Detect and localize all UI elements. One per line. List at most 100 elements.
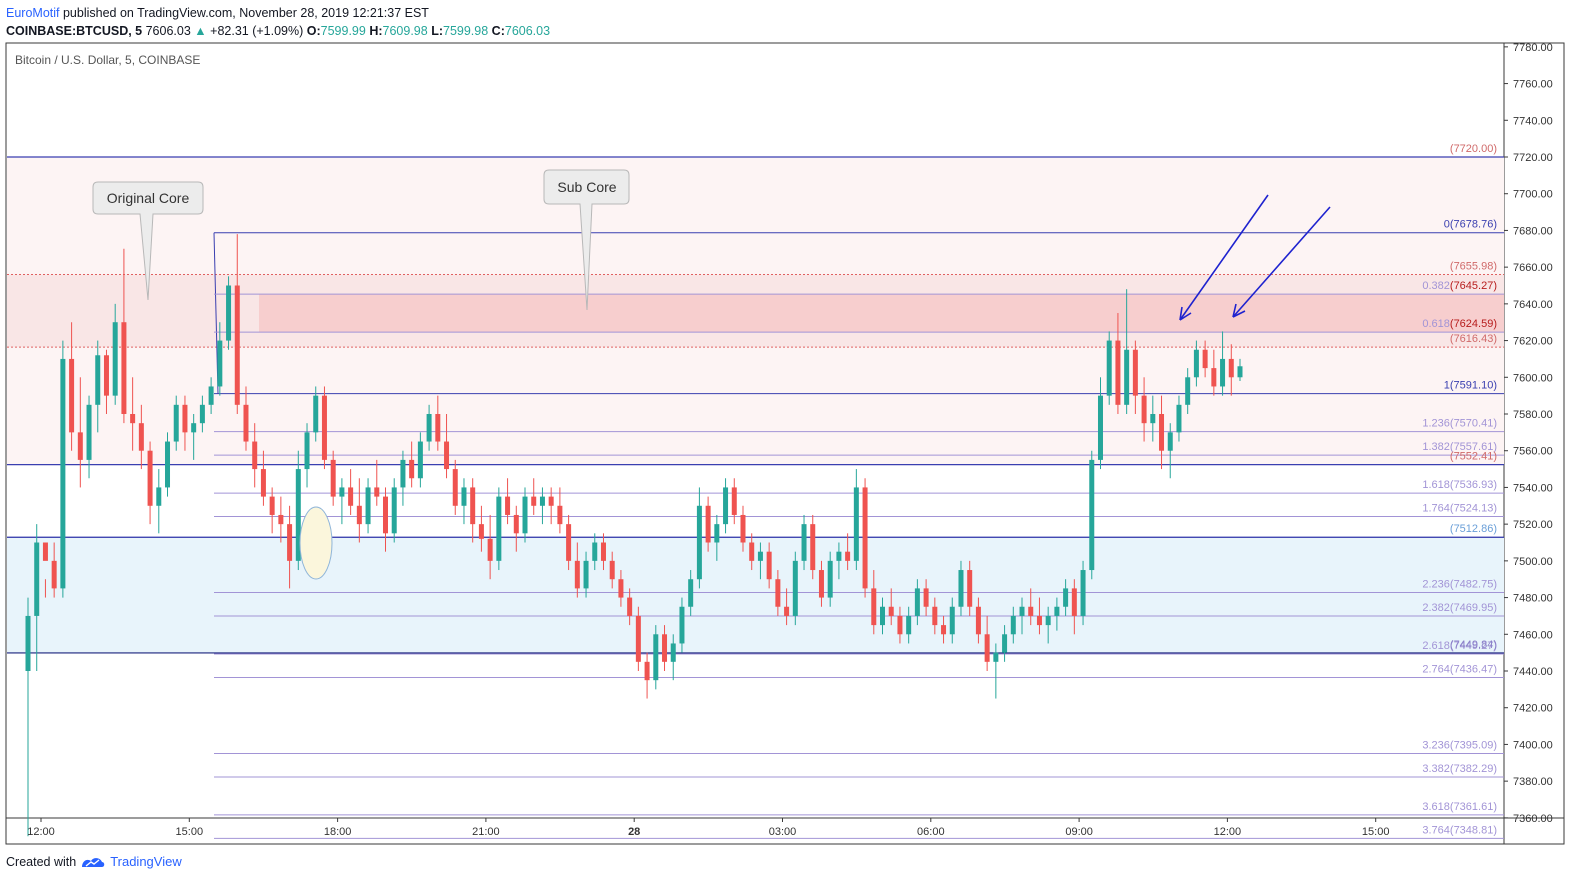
original-core-callout-shape: [92, 181, 204, 301]
candle-body: [592, 542, 598, 561]
candle-body: [260, 469, 266, 497]
candle-body: [478, 524, 484, 539]
y-tick-label: 7520.00: [1513, 519, 1553, 531]
candle-body: [1202, 349, 1208, 369]
candle-body: [217, 340, 223, 387]
candle-body: [51, 560, 57, 589]
candle-body: [1010, 615, 1016, 635]
open-value: 7599.99: [320, 24, 366, 38]
y-tick-label: 7620.00: [1513, 336, 1553, 348]
y-tick-label: 7760.00: [1513, 79, 1553, 91]
candle-body: [801, 524, 807, 561]
candle-body: [731, 487, 737, 515]
candle-body: [103, 355, 109, 396]
x-tick-label: 06:00: [917, 826, 945, 838]
x-tick-label: 12:00: [27, 826, 55, 838]
y-tick-label: 7460.00: [1513, 629, 1553, 641]
candle-body: [662, 634, 668, 662]
candle-body: [382, 496, 388, 534]
y-tick-label: 7660.00: [1513, 262, 1553, 274]
fib-label-0.382: 0.382(7645.27): [1422, 280, 1497, 292]
footer: Created with TradingView: [6, 854, 182, 869]
chart-frame: [5, 42, 1565, 845]
fib-label-0: 0(7678.76): [1444, 219, 1497, 231]
candle-body: [792, 560, 798, 616]
x-tick-label: 09:00: [1065, 826, 1093, 838]
y-tick-label: 7640.00: [1513, 299, 1553, 311]
y-tick-label: 7720.00: [1513, 152, 1553, 164]
candle-body: [1185, 377, 1191, 405]
candle-body: [757, 551, 763, 561]
arrow-2[interactable]: [1232, 206, 1331, 318]
chart-header: EuroMotif published on TradingView.com, …: [6, 4, 550, 40]
candle-body: [749, 542, 755, 561]
candle-body: [112, 322, 118, 396]
candle-body: [1176, 404, 1182, 433]
candle-body: [147, 450, 153, 506]
chart-title: Bitcoin / U.S. Dollar, 5, COINBASE: [15, 53, 200, 67]
candle-body: [487, 538, 493, 561]
sub-core-label: Sub Core: [557, 179, 616, 195]
y-tick-label: 7360.00: [1513, 813, 1553, 825]
candle-body: [1220, 358, 1226, 387]
candle-body: [1097, 395, 1103, 460]
candle-body: [853, 487, 859, 561]
x-tick-label: 12:00: [1214, 826, 1242, 838]
candle-body: [679, 606, 685, 644]
tradingview-logo-icon[interactable]: [80, 855, 106, 869]
sub-core-zone: [259, 294, 1504, 333]
candle-body: [984, 634, 990, 662]
candle-body: [888, 606, 894, 616]
y-tick-label: 7560.00: [1513, 446, 1553, 458]
candle-body: [993, 652, 999, 662]
fib-label-1: 1(7591.10): [1444, 380, 1497, 392]
x-tick-label: 18:00: [324, 826, 352, 838]
original-core-label: Original Core: [107, 190, 190, 206]
candle-body: [339, 487, 345, 497]
candle-body: [505, 496, 511, 515]
publish-text: published on TradingView.com, November 2…: [59, 6, 429, 20]
highlight-ellipse[interactable]: [299, 506, 333, 580]
ohlc-line: COINBASE:BTCUSD, 5 7606.03 ▲ +82.31 (+1.…: [6, 22, 550, 40]
tradingview-brand-link[interactable]: TradingView: [110, 854, 182, 869]
candle-body: [321, 395, 327, 460]
candle-body: [348, 487, 354, 506]
candle-body: [496, 496, 502, 561]
candle-body: [688, 579, 694, 607]
close-value: 7606.03: [504, 24, 551, 38]
candle-body: [42, 542, 48, 561]
candle-body: [932, 606, 938, 626]
low-label: L:: [431, 24, 443, 38]
candle-body: [234, 285, 240, 405]
candle-body: [941, 625, 947, 635]
original-core-callout[interactable]: Original Core: [92, 181, 204, 301]
candle-body: [304, 432, 310, 470]
candle-body: [426, 414, 432, 442]
low-value: 7599.98: [443, 24, 489, 38]
sub-core-callout[interactable]: Sub Core: [543, 169, 630, 311]
y-tick-label: 7780.00: [1513, 42, 1553, 54]
candle-body: [461, 487, 467, 506]
candle-body: [374, 487, 380, 497]
author-link[interactable]: EuroMotif: [6, 6, 60, 20]
sub-core-callout-shape: [543, 169, 630, 311]
candle-body: [269, 496, 275, 515]
y-tick-label: 7540.00: [1513, 482, 1553, 494]
candle-body: [967, 570, 973, 607]
candle-body: [60, 358, 66, 589]
x-tick-label: 15:00: [1362, 826, 1390, 838]
candle-body: [435, 414, 441, 442]
candle-body: [775, 579, 781, 607]
y-tick-label: 7600.00: [1513, 372, 1553, 384]
candle-body: [827, 560, 833, 598]
candle-body: [444, 441, 450, 470]
arrow-1[interactable]: [1179, 194, 1269, 321]
candle-body: [609, 560, 615, 580]
fib-label-0.618: 0.618(7624.59): [1422, 318, 1497, 330]
x-tick-label: 15:00: [176, 826, 204, 838]
zone-price-label-2: (7616.43): [1450, 333, 1497, 345]
candle-body: [1063, 588, 1069, 607]
high-value: 7609.98: [382, 24, 428, 38]
candle-body: [949, 606, 955, 635]
